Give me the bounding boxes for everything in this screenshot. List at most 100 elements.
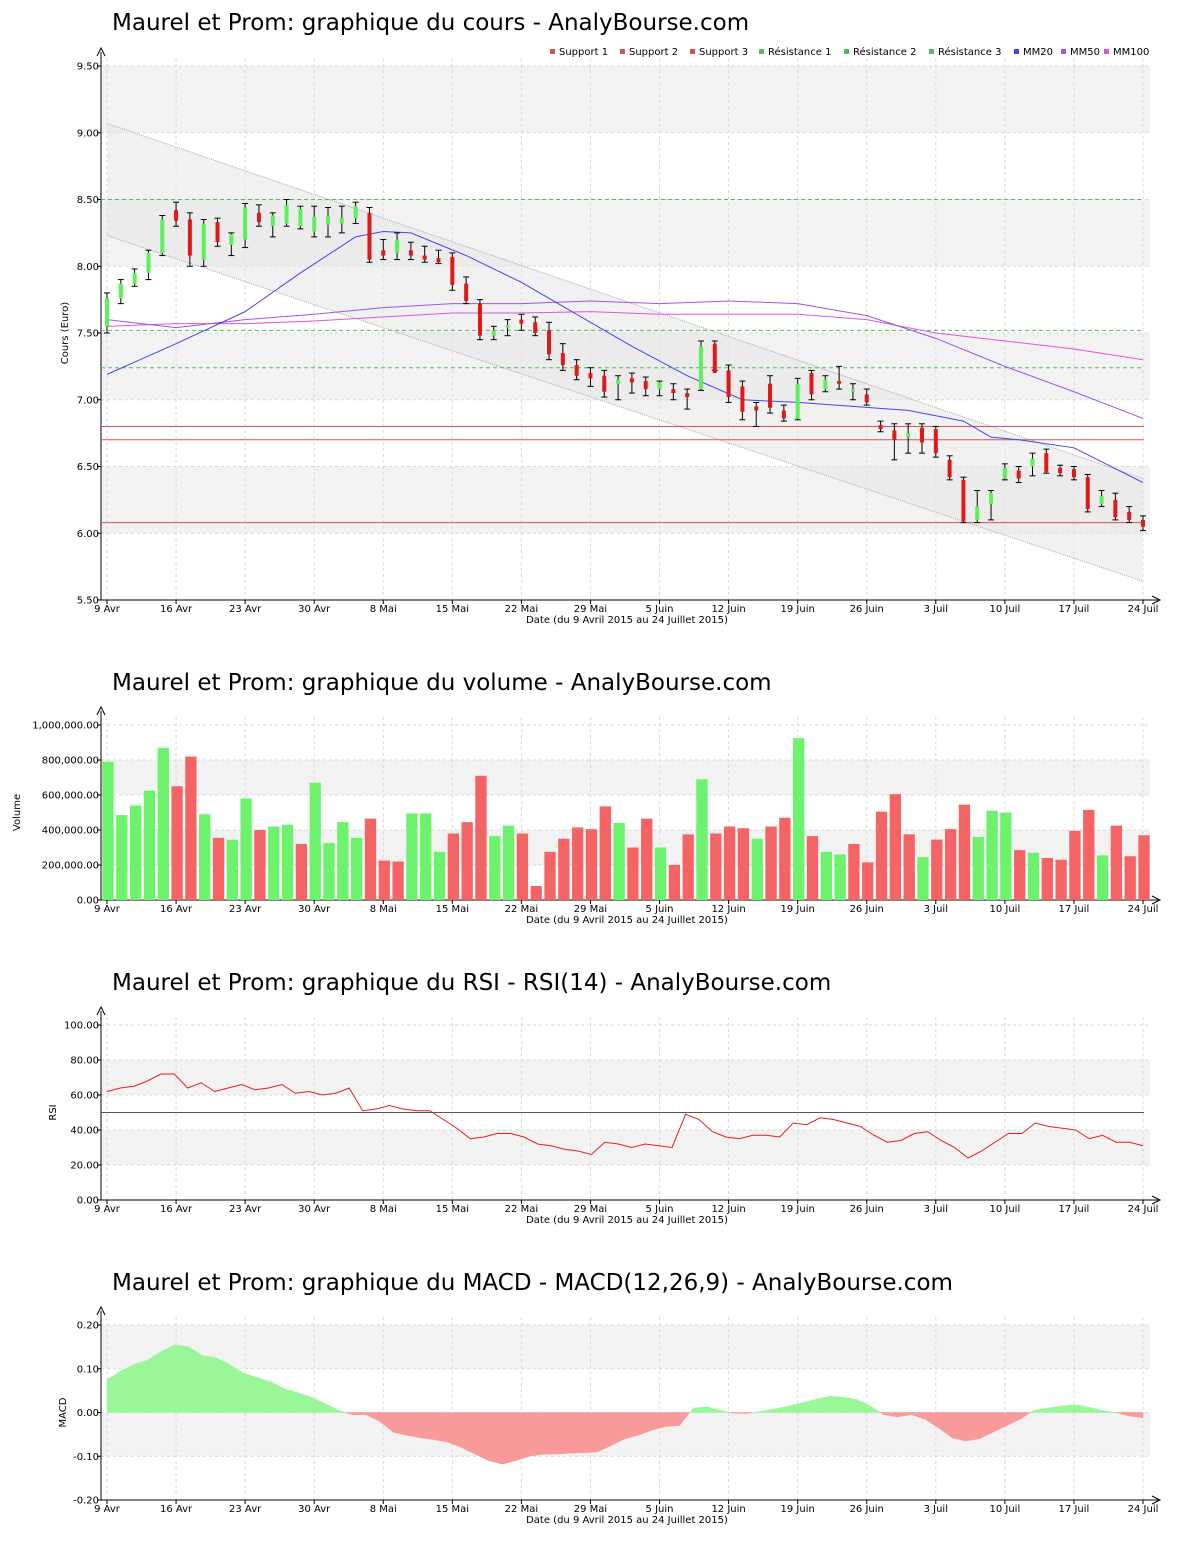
y-tick-label: 0.20 bbox=[77, 1321, 99, 1332]
macd-area-segment bbox=[474, 1412, 489, 1462]
volume-bar bbox=[378, 860, 390, 900]
macd-area-segment bbox=[556, 1412, 571, 1455]
macd-area-segment bbox=[120, 1363, 135, 1413]
macd-area-segment bbox=[733, 1412, 748, 1414]
volume-bar bbox=[143, 790, 156, 900]
macd-chart-title: Maurel et Prom: graphique du MACD - MACD… bbox=[112, 1270, 953, 1296]
macd-area-segment bbox=[297, 1392, 312, 1413]
y-tick-label: 20.00 bbox=[70, 1161, 99, 1172]
volume-bar bbox=[171, 786, 183, 900]
macd-area-segment bbox=[311, 1396, 326, 1413]
x-tick-label: 5 Juin bbox=[646, 1504, 674, 1515]
legend-swatch bbox=[1104, 49, 1109, 54]
macd-area-segment bbox=[461, 1412, 476, 1455]
macd-area-segment bbox=[134, 1359, 149, 1413]
x-tick-label: 17 Juil bbox=[1059, 904, 1090, 915]
x-tick-label: 30 Avr bbox=[298, 1204, 331, 1215]
y-tick-label: -0.20 bbox=[73, 1496, 99, 1507]
volume-bar bbox=[157, 747, 169, 900]
candle-body bbox=[933, 429, 938, 454]
x-tick-label: 15 Mai bbox=[436, 604, 469, 615]
macd-area-segment bbox=[243, 1372, 258, 1413]
candle-body bbox=[961, 479, 966, 522]
y-axis-title: RSI bbox=[48, 1104, 59, 1120]
macd-area-segment bbox=[570, 1412, 585, 1454]
x-tick-label: 5 Juin bbox=[646, 604, 674, 615]
y-axis-title: Volume bbox=[12, 794, 23, 831]
volume-bar bbox=[972, 837, 984, 900]
x-tick-label: 9 Avr bbox=[94, 604, 121, 615]
y-tick-label: 5.50 bbox=[77, 596, 99, 607]
x-tick-label: 23 Avr bbox=[229, 904, 262, 915]
macd-area-segment bbox=[502, 1412, 517, 1465]
y-tick-label: 0.00 bbox=[77, 896, 99, 907]
candle-body bbox=[919, 427, 924, 443]
candle-body bbox=[298, 208, 303, 227]
volume-bar bbox=[240, 798, 252, 900]
x-tick-label: 9 Avr bbox=[94, 1504, 121, 1515]
candle-body bbox=[602, 375, 607, 392]
candle-body bbox=[906, 433, 911, 438]
volume-bar bbox=[571, 827, 584, 900]
x-tick-label: 29 Mai bbox=[574, 604, 607, 615]
macd-area-segment bbox=[679, 1412, 691, 1427]
y-tick-label: 7.00 bbox=[77, 395, 99, 406]
x-tick-label: 8 Mai bbox=[370, 904, 397, 915]
x-tick-label: 23 Avr bbox=[229, 1204, 262, 1215]
volume-bar bbox=[558, 838, 570, 900]
macd-area-segment bbox=[488, 1412, 503, 1465]
channel-lower-line bbox=[106, 235, 1144, 582]
macd-area-segment bbox=[188, 1346, 203, 1413]
x-tick-label: 9 Avr bbox=[94, 904, 121, 915]
volume-bar bbox=[295, 844, 308, 900]
legend-swatch bbox=[690, 49, 695, 54]
x-tick-label: 17 Juil bbox=[1059, 604, 1090, 615]
legend-label: MM100 bbox=[1113, 47, 1149, 58]
candle-body bbox=[685, 393, 690, 398]
x-tick-label: 19 Juin bbox=[781, 904, 815, 915]
y-axis-title: MACD bbox=[58, 1397, 69, 1427]
volume-bar bbox=[516, 833, 529, 900]
volume-bar bbox=[199, 814, 211, 900]
price-chart-title: Maurel et Prom: graphique du cours - Ana… bbox=[112, 10, 750, 36]
y-tick-label: 0.10 bbox=[77, 1364, 99, 1375]
candle-body bbox=[712, 343, 717, 374]
macd-area-segment bbox=[815, 1396, 830, 1413]
x-tick-label: 19 Juin bbox=[781, 1504, 815, 1515]
macd-area-segment bbox=[1047, 1405, 1062, 1413]
x-axis-arrow bbox=[1151, 1495, 1162, 1505]
volume-bar bbox=[765, 826, 777, 900]
macd-area-segment bbox=[406, 1412, 421, 1439]
volume-bar bbox=[447, 833, 459, 900]
x-tick-label: 8 Mai bbox=[370, 1504, 397, 1515]
volume-bar bbox=[281, 824, 294, 900]
macd-area-segment bbox=[338, 1409, 346, 1413]
y-tick-label: 80.00 bbox=[70, 1056, 99, 1067]
candle-body bbox=[1030, 458, 1035, 467]
candle-body bbox=[754, 406, 759, 411]
y-tick-label: 200,000.00 bbox=[42, 861, 99, 872]
x-tick-label: 19 Juin bbox=[781, 604, 815, 615]
legend-swatch bbox=[550, 49, 555, 54]
candle-body bbox=[547, 330, 552, 355]
volume-bar bbox=[862, 862, 874, 900]
volume-bar bbox=[848, 844, 860, 900]
candle-body bbox=[698, 346, 703, 390]
candle-body bbox=[629, 378, 634, 383]
volume-bar bbox=[875, 811, 888, 900]
y-axis-arrow bbox=[96, 46, 106, 57]
candle-body bbox=[408, 250, 413, 256]
y-tick-label: 8.50 bbox=[77, 195, 99, 206]
x-tick-label: 24 Juil bbox=[1128, 1504, 1159, 1515]
macd-area-segment bbox=[1074, 1404, 1089, 1413]
x-axis-title: Date (du 9 Avril 2015 au 24 Juillet 2015… bbox=[526, 615, 728, 626]
y-tick-label: 8.00 bbox=[77, 262, 99, 273]
y-axis-arrow bbox=[96, 1305, 106, 1316]
x-tick-label: 23 Avr bbox=[229, 604, 262, 615]
candle-body bbox=[892, 430, 897, 440]
x-tick-label: 10 Juil bbox=[989, 1204, 1020, 1215]
candle-body bbox=[768, 383, 773, 408]
macd-area-segment bbox=[174, 1344, 190, 1413]
volume-bar bbox=[931, 839, 943, 900]
candle-body bbox=[975, 506, 980, 520]
